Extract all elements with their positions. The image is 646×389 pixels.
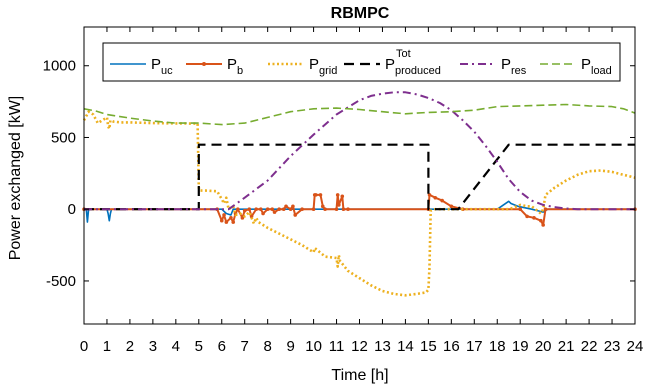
x-tick-label: 11 — [329, 338, 345, 355]
series-marker-b — [539, 218, 543, 223]
series-marker-b — [270, 207, 275, 212]
x-tick-label: 20 — [535, 338, 552, 355]
series-marker-b — [261, 211, 265, 216]
legend-label-uc: P — [151, 56, 161, 73]
series-marker-b — [281, 207, 286, 212]
x-tick-label: 14 — [397, 338, 414, 355]
x-tick-label: 2 — [126, 338, 134, 355]
legend-subscript-produced: produced — [395, 65, 441, 77]
legend-swatch-marker — [202, 62, 206, 66]
x-tick-label: 24 — [627, 338, 644, 355]
legend-label-res: P — [501, 56, 511, 73]
series-marker-b — [314, 193, 318, 197]
x-tick-label: 16 — [443, 338, 460, 355]
x-tick-label: 10 — [305, 338, 322, 355]
x-tick-label: 9 — [286, 338, 294, 355]
series-marker-b — [272, 210, 277, 214]
series-marker-b — [543, 207, 548, 212]
x-tick-label: 1 — [103, 338, 111, 355]
series-line-load — [83, 103, 636, 126]
series-marker-b — [311, 207, 316, 212]
series-marker-b — [532, 216, 536, 220]
legend-box — [102, 42, 621, 82]
series-marker-b — [254, 207, 258, 212]
series-marker-b — [334, 207, 339, 212]
chart-title: RBMPC — [331, 5, 390, 22]
x-tick-label: 18 — [489, 338, 506, 355]
series-marker-b — [284, 204, 288, 209]
series-marker-b — [222, 213, 226, 217]
legend-subscript-b: b — [237, 65, 243, 77]
legend-subscript-res: res — [511, 65, 527, 77]
series-marker-b — [219, 218, 224, 223]
series-marker-b — [541, 223, 545, 227]
x-tick-label: 5 — [195, 338, 203, 355]
series-marker-b — [320, 204, 325, 209]
x-tick-label: 23 — [604, 338, 621, 355]
series-marker-b — [341, 207, 346, 212]
series-line-produced — [84, 143, 635, 211]
legend-subscript-load: load — [591, 65, 612, 77]
legend-label-b: P — [227, 56, 237, 73]
series-marker-b — [433, 195, 438, 200]
series-line-uc — [84, 200, 635, 223]
x-tick-label: 4 — [172, 338, 180, 355]
legend-subscript-grid: grid — [319, 65, 337, 77]
x-tick-label: 17 — [466, 338, 483, 355]
x-tick-label: 21 — [558, 338, 575, 355]
x-tick-label: 15 — [420, 338, 437, 355]
legend-superscript-produced: Tot — [396, 48, 411, 60]
series-marker-b — [440, 198, 444, 203]
series-marker-b — [293, 213, 298, 217]
x-tick-label: 8 — [263, 338, 271, 355]
series-marker-b — [449, 204, 454, 209]
y-tick-label: -500 — [46, 273, 76, 290]
legend-label-produced: P — [385, 56, 395, 73]
y-tick-label: 500 — [51, 129, 76, 146]
series-marker-b — [247, 207, 252, 212]
series-line-res — [84, 91, 635, 211]
series-marker-b — [323, 207, 327, 212]
series-marker-b — [525, 214, 529, 219]
series-marker-b — [242, 208, 247, 213]
series-marker-b — [229, 216, 233, 220]
x-tick-label: 0 — [80, 338, 88, 355]
x-tick-label: 12 — [351, 338, 368, 355]
series-line-grid — [82, 110, 636, 297]
y-axis-label: Power exchanged [kW] — [7, 96, 24, 261]
x-tick-label: 3 — [149, 338, 157, 355]
series-marker-b — [340, 194, 345, 199]
series-marker-b — [277, 207, 281, 212]
x-tick-label: 22 — [581, 338, 598, 355]
x-tick-label: 7 — [241, 338, 249, 355]
legend-subscript-uc: uc — [161, 65, 173, 77]
series-marker-b — [318, 193, 323, 197]
x-tick-label: 19 — [512, 338, 529, 355]
axes: 0 1 2 3 4 5 6 7 8 9 10 11 12 13 14 15 16 17 18 19 20 21 22 23 24… — [43, 26, 644, 355]
series-layer — [82, 91, 637, 297]
series-marker-b — [291, 204, 295, 209]
y-tick-label: 1000 — [43, 58, 76, 75]
x-tick-label: 6 — [218, 338, 226, 355]
y-tick-label: 0 — [68, 201, 76, 218]
series-marker-b — [427, 193, 432, 197]
series-marker-b — [300, 207, 304, 212]
legend-label-grid: P — [309, 56, 319, 73]
x-tick-label: 13 — [374, 338, 391, 355]
series-marker-b — [335, 193, 340, 197]
series-marker-b — [288, 207, 293, 212]
series-marker-b — [258, 207, 263, 212]
series-marker-b — [518, 207, 523, 212]
legend-label-load: P — [581, 56, 591, 73]
series-marker-b — [337, 203, 341, 207]
series-marker-b — [231, 220, 236, 224]
series-marker-b — [224, 220, 229, 224]
x-axis-label: Time [h] — [331, 367, 388, 384]
series-marker-b — [236, 207, 240, 212]
series-marker-b — [346, 207, 350, 212]
series-marker-b — [265, 207, 270, 212]
